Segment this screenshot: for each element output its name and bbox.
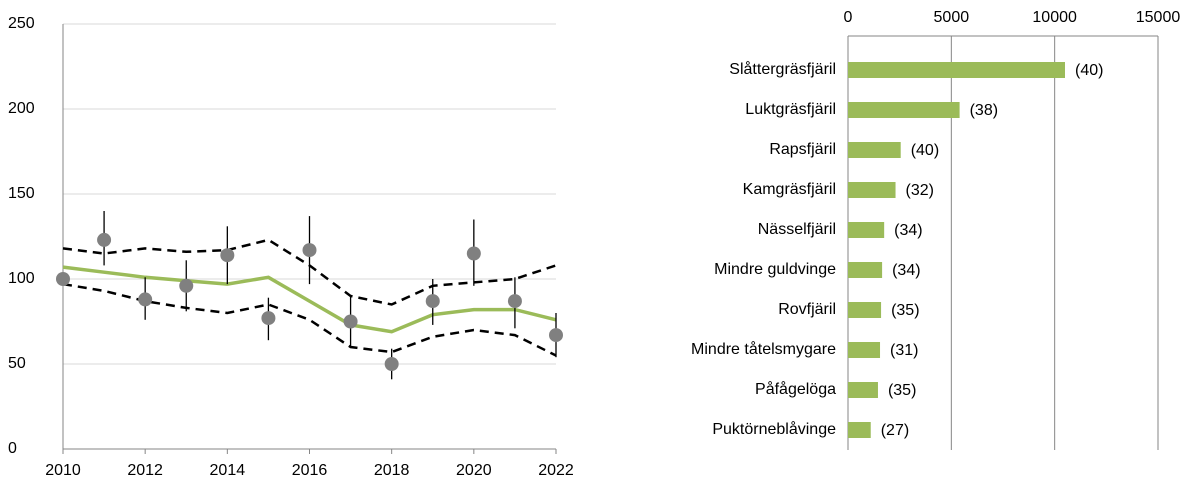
point: [56, 272, 70, 286]
bar: [848, 262, 883, 278]
x-tick-label: 5000: [934, 9, 970, 26]
point: [549, 328, 563, 343]
x-tick-label: 2020: [456, 462, 492, 479]
point: [302, 243, 317, 258]
bar-annotation: (34): [892, 262, 920, 279]
x-tick-label: 2022: [538, 462, 574, 479]
x-tick-label: 2018: [374, 462, 410, 479]
point: [220, 248, 235, 263]
line: [62, 282, 557, 357]
category-label: Kamgräsfjäril: [743, 181, 836, 198]
point: [466, 246, 481, 261]
y-tick-label: 0: [8, 440, 17, 457]
point: [179, 278, 194, 293]
bar-annotation: (40): [911, 142, 939, 159]
bar: [848, 302, 882, 318]
x-tick-label: 15000: [1136, 9, 1181, 26]
category-label: Mindre tåtelsmygare: [691, 340, 836, 358]
bar-annotation: (27): [881, 422, 909, 439]
x-tick-label: 2016: [292, 462, 328, 479]
category-label: Puktörneblåvinge: [712, 420, 836, 438]
point: [425, 294, 440, 309]
category-label: Slåttergräsfjäril: [729, 60, 836, 78]
y-tick-label: 150: [8, 185, 35, 202]
bar: [848, 102, 960, 118]
point: [507, 294, 522, 309]
point: [138, 292, 153, 307]
bar-annotation: (32): [906, 182, 934, 199]
bar-annotation: (35): [891, 302, 919, 319]
bar: [848, 182, 896, 198]
bar-annotation: (31): [890, 342, 918, 359]
bar: [848, 62, 1065, 78]
y-tick-label: 50: [8, 355, 26, 372]
x-tick-label: 2012: [127, 462, 163, 479]
bar-annotation: (38): [970, 102, 998, 119]
bar: [848, 342, 881, 358]
x-tick-label: 0: [844, 9, 853, 26]
bar-annotation: (34): [894, 222, 922, 239]
bar: [848, 222, 885, 238]
category-label: Mindre guldvinge: [714, 261, 836, 278]
category-label: Rapsfjäril: [769, 141, 836, 158]
category-label: Påfågelöga: [755, 380, 836, 398]
point: [343, 314, 358, 329]
y-tick-label: 100: [8, 270, 35, 287]
point: [261, 311, 276, 326]
bar: [848, 382, 878, 398]
bar-annotation: (40): [1075, 62, 1103, 79]
bar-annotation: (35): [888, 382, 916, 399]
category-label: Nässelfjäril: [758, 221, 836, 238]
y-tick-label: 250: [8, 15, 35, 32]
x-tick-label: 10000: [1032, 9, 1077, 26]
y-tick-label: 200: [8, 100, 35, 117]
bar: [848, 142, 901, 158]
category-label: Rovfjäril: [778, 301, 836, 318]
x-tick-label: 2014: [210, 462, 246, 479]
point: [97, 232, 112, 247]
bar: [848, 422, 871, 438]
category-label: Luktgräsfjäril: [745, 101, 836, 118]
point: [384, 357, 399, 371]
x-tick-label: 2010: [45, 462, 81, 479]
